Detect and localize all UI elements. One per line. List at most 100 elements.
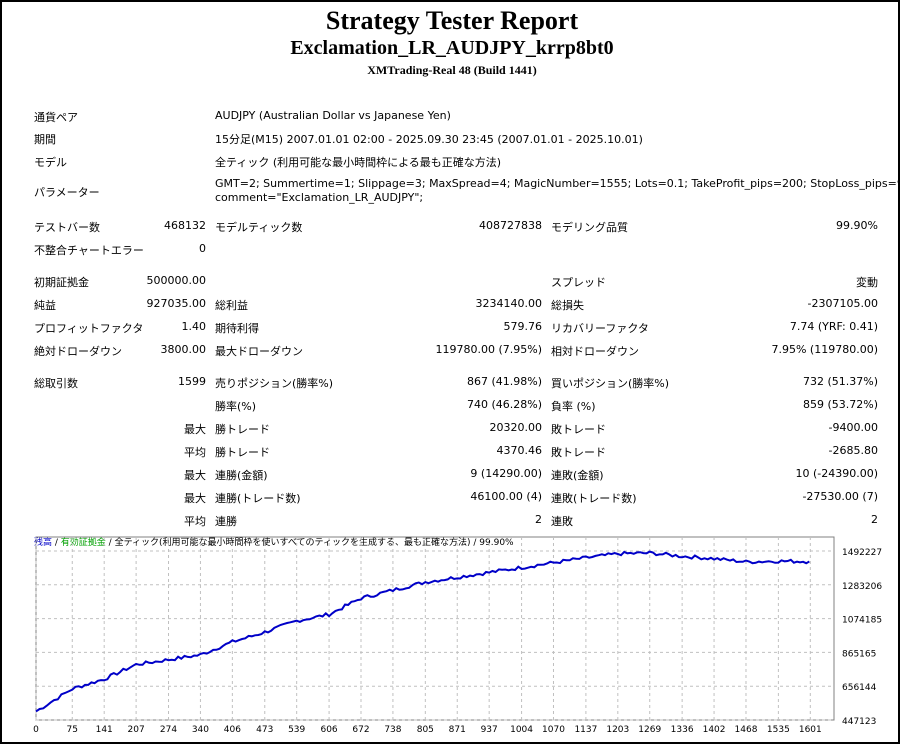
x-tick-label: 1336 [671,725,694,735]
stat-label: モデルティック数 [215,221,303,234]
x-tick-label: 937 [481,725,498,735]
y-tick-label: 447123 [842,717,876,727]
stat-label: 勝トレード [215,446,270,459]
x-tick-label: 1004 [510,725,533,735]
y-tick-label: 1074185 [842,616,882,626]
server-build: XMTrading-Real 48 (Build 1441) [367,63,537,77]
info-value: AUDJPY (Australian Dollar vs Japanese Ye… [215,109,451,122]
legend-sep: / [52,538,61,548]
stat-label: 連勝 [215,515,237,528]
info-value: 15分足(M15) 2007.01.01 02:00 - 2025.09.30 … [215,133,643,146]
stat-label: 最大ドローダウン [215,345,303,358]
stat-value: 9 (14290.00) [470,467,542,480]
x-tick-label: 340 [192,725,209,735]
stat-value: 最大 [184,423,206,436]
x-tick-label: 207 [128,725,145,735]
stat-label: リカバリーファクタ [551,322,649,335]
y-tick-label: 865165 [842,649,876,659]
stat-label: 純益 [34,299,56,312]
x-tick-label: 805 [417,725,434,735]
stat-value: 7.95% (119780.00) [771,343,878,356]
stat-value: 平均 [184,446,206,459]
x-tick-label: 1601 [799,725,822,735]
legend-quality: 99.90% [479,538,514,548]
stat-label: 総損失 [551,299,584,312]
stat-label: 期待利得 [215,322,259,335]
x-tick-label: 406 [224,725,241,735]
stat-value: 2 [535,513,542,526]
report-title: Strategy Tester Report [325,6,579,35]
y-tick-label: 1283206 [842,582,882,592]
stat-label: 連勝(金額) [215,469,268,482]
stat-label: 買いポジション(勝率%) [551,377,670,390]
info-label: 期間 [34,133,56,146]
x-tick-label: 606 [320,725,337,735]
y-tick-label: 1492227 [842,548,882,558]
stat-value: 3800.00 [160,343,207,356]
stat-label: 絶対ドローダウン [34,345,122,358]
chart-svg: 1492227 1283206 1074185 865165 656144 447123 0… [33,536,882,735]
legend-equity: 有効証拠金 [60,538,106,548]
stat-label: モデリング品質 [551,221,628,234]
stat-label: スプレッド [551,276,606,289]
x-tick-label: 672 [352,725,369,735]
balance-line [35,550,810,713]
x-tick-label: 75 [67,725,78,735]
x-tick-label: 1070 [542,725,565,735]
stat-value: 1599 [178,375,206,388]
stat-label: 連勝(トレード数) [215,492,301,505]
info-label: パラメーター [34,186,100,199]
stat-value: 最大 [184,492,206,505]
stat-value: 20320.00 [489,421,543,434]
stat-value: 500000.00 [146,274,207,287]
stat-label: 連敗(トレード数) [551,492,637,505]
info-value: 全ティック (利用可能な最小時間枠による最も正確な方法) [215,156,502,169]
stat-value: 7.74 (YRF: 0.41) [789,320,878,333]
stat-label: 連敗(金額) [551,469,604,482]
stat-value: -27530.00 (7) [802,490,878,503]
info-value: comment="Exclamation_LR_AUDJPY"; [215,191,424,204]
x-tick-label: 274 [160,725,177,735]
x-tick-label: 738 [384,725,401,735]
x-tick-label: 1203 [606,725,629,735]
ea-name: Exclamation_LR_AUDJPY_krrp8bt0 [290,37,614,59]
stat-label: 敗トレード [551,423,606,436]
stat-label: テストバー数 [34,221,100,234]
stat-value: 732 (51.37%) [802,375,878,388]
stat-label: 勝トレード [215,423,270,436]
stat-label: 負率 (%) [551,400,596,413]
stat-label: 相対ドローダウン [551,345,639,358]
stat-value: 859 (53.72%) [802,398,878,411]
stat-value: 平均 [184,515,206,528]
stat-value: 3234140.00 [475,297,542,310]
stat-value: 99.90% [836,219,878,232]
stat-label: 連敗 [551,515,573,528]
stat-value: 579.76 [503,320,543,333]
info-label: モデル [34,156,67,169]
stat-value: 927035.00 [146,297,207,310]
stat-value: 468132 [164,219,206,232]
stat-label: 敗トレード [551,446,606,459]
stat-value: 10 (-24390.00) [795,467,878,480]
x-tick-label: 141 [96,725,113,735]
stat-value: 0 [199,242,206,255]
legend-model: 全ティック(利用可能な最小時間枠を使いすべてのティックを生成する、最も正確な方法… [114,538,471,548]
balance-chart: 残高 / 有効証拠金 / 全ティック(利用可能な最小時間枠を使いすべてのティック… [32,533,886,738]
x-tick-label: 1137 [574,725,597,735]
stat-value: -2307105.00 [807,297,878,310]
stat-label: 初期証拠金 [34,276,89,289]
x-tick-label: 871 [449,725,466,735]
x-tick-label: 539 [288,725,305,735]
stat-value: 408727838 [479,219,542,232]
stat-label: 不整合チャートエラー [34,244,144,257]
stat-value: -2685.80 [828,444,878,457]
stat-value: 最大 [184,469,206,482]
legend-sep: / [470,538,480,548]
chart-legend: 残高 / 有効証拠金 / 全ティック(利用可能な最小時間枠を使いすべてのティック… [34,535,514,548]
stat-value: 740 (46.28%) [466,398,542,411]
x-tick-label: 1269 [638,725,661,735]
y-tick-label: 656144 [842,683,877,693]
stat-label: 総取引数 [34,377,78,390]
x-tick-label: 1402 [703,725,726,735]
